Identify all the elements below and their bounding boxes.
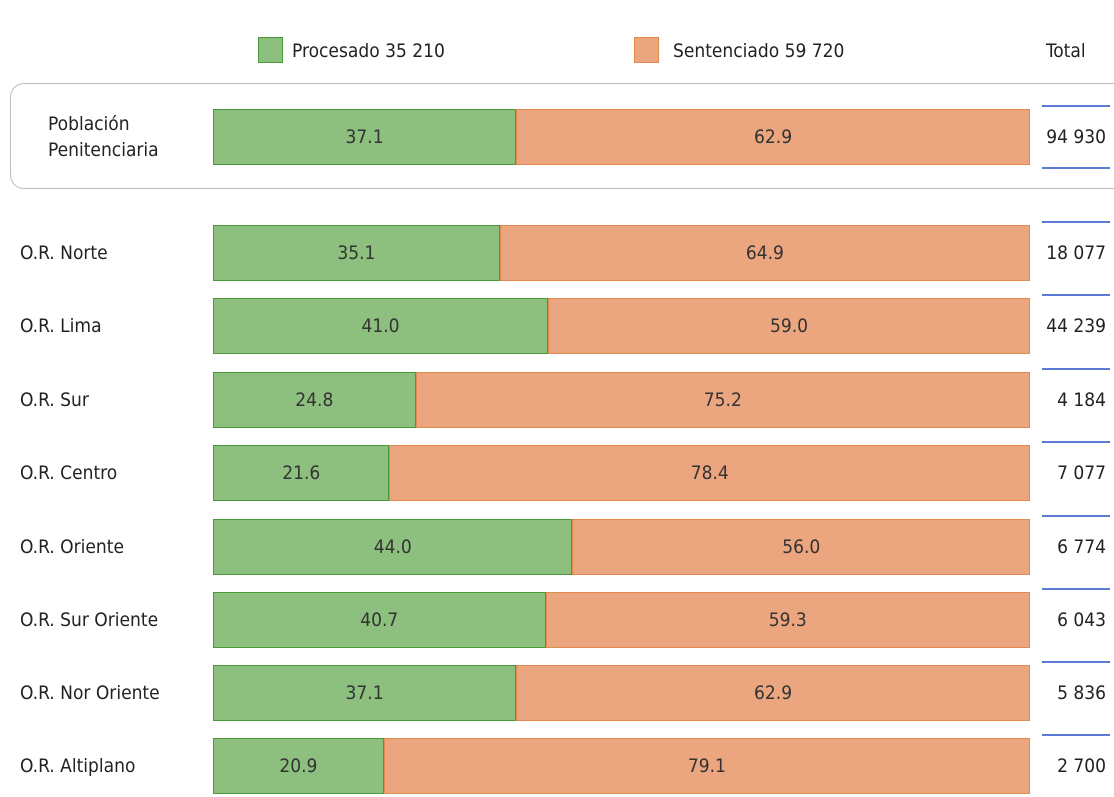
bar bbox=[213, 225, 500, 281]
total-label: 7 077 bbox=[1057, 462, 1106, 484]
bar bbox=[389, 445, 1030, 501]
bar bbox=[516, 665, 1030, 721]
value-label: 56.0 bbox=[782, 536, 821, 558]
total-label: 2 700 bbox=[1057, 755, 1106, 777]
value-label: 35.1 bbox=[337, 242, 376, 264]
bar bbox=[213, 738, 384, 794]
bar bbox=[213, 445, 390, 501]
bar bbox=[213, 109, 517, 165]
total-rule bbox=[1042, 588, 1110, 590]
category-label: O.R. Centro bbox=[20, 462, 118, 484]
total-rule bbox=[1042, 167, 1110, 169]
total-label: 44 239 bbox=[1046, 315, 1106, 337]
value-label: 64.9 bbox=[745, 242, 784, 264]
bar bbox=[547, 298, 1030, 354]
total-label: 6 043 bbox=[1057, 609, 1106, 631]
total-label: 4 184 bbox=[1057, 389, 1106, 411]
total-label: 6 774 bbox=[1057, 536, 1106, 558]
value-label: 37.1 bbox=[345, 126, 384, 148]
bar bbox=[213, 372, 416, 428]
total-rule bbox=[1042, 221, 1110, 223]
category-label: O.R. Lima bbox=[20, 315, 102, 337]
value-label: 59.3 bbox=[768, 609, 807, 631]
category-label: O.R. Sur Oriente bbox=[20, 609, 159, 631]
bar bbox=[213, 298, 548, 354]
bar bbox=[415, 372, 1030, 428]
value-label: 41.0 bbox=[361, 315, 400, 337]
value-label: 78.4 bbox=[690, 462, 729, 484]
total-rule bbox=[1042, 105, 1110, 107]
value-label: 40.7 bbox=[360, 609, 399, 631]
highlight-box bbox=[10, 83, 1114, 189]
value-label: 37.1 bbox=[345, 682, 384, 704]
bar bbox=[545, 592, 1030, 648]
value-label: 62.9 bbox=[754, 126, 793, 148]
category-label: O.R. Oriente bbox=[20, 536, 124, 558]
legend-swatch bbox=[634, 37, 659, 63]
total-rule bbox=[1042, 294, 1110, 296]
total-header: Total bbox=[1046, 40, 1086, 62]
bar bbox=[383, 738, 1030, 794]
legend-label: Sentenciado 59 720 bbox=[673, 40, 845, 62]
bar bbox=[213, 665, 517, 721]
total-label: 18 077 bbox=[1046, 242, 1106, 264]
total-rule bbox=[1042, 368, 1110, 370]
category-label: O.R. Norte bbox=[20, 242, 108, 264]
total-rule bbox=[1042, 661, 1110, 663]
value-label: 21.6 bbox=[282, 462, 321, 484]
legend-swatch bbox=[258, 37, 283, 63]
total-rule bbox=[1042, 441, 1110, 443]
category-label: O.R. Nor Oriente bbox=[20, 682, 160, 704]
legend-label: Procesado 35 210 bbox=[292, 40, 445, 62]
value-label: 20.9 bbox=[279, 755, 318, 777]
bar bbox=[213, 592, 546, 648]
category-label: O.R. Sur bbox=[20, 389, 89, 411]
value-label: 75.2 bbox=[703, 389, 742, 411]
total-label: 94 930 bbox=[1046, 126, 1106, 148]
total-rule bbox=[1042, 734, 1110, 736]
value-label: 59.0 bbox=[769, 315, 808, 337]
value-label: 44.0 bbox=[373, 536, 412, 558]
bar bbox=[213, 519, 573, 575]
value-label: 24.8 bbox=[295, 389, 334, 411]
value-label: 79.1 bbox=[687, 755, 726, 777]
bar bbox=[516, 109, 1030, 165]
bar bbox=[572, 519, 1030, 575]
total-label: 5 836 bbox=[1057, 682, 1106, 704]
bar bbox=[499, 225, 1030, 281]
total-rule bbox=[1042, 515, 1110, 517]
category-label: O.R. Altiplano bbox=[20, 755, 136, 777]
category-label: Población Penitenciaria bbox=[48, 113, 159, 161]
value-label: 62.9 bbox=[754, 682, 793, 704]
